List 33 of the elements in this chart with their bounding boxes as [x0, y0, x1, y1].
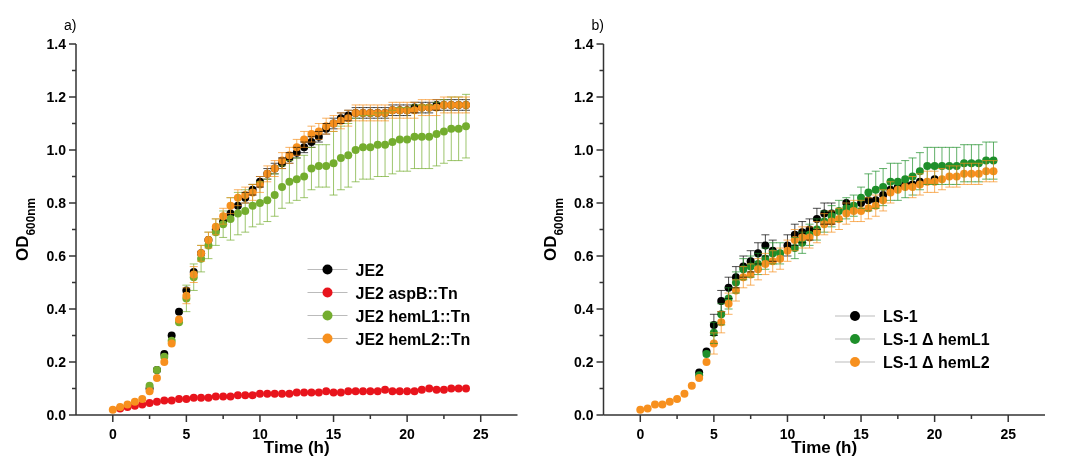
legend-label: LS-1 Δ hemL2: [883, 354, 990, 371]
y-tick-label: 0.0: [46, 407, 67, 423]
y-tick-label: 1.0: [46, 142, 67, 158]
x-tick-label: 0: [636, 426, 645, 442]
legend-label: JE2: [355, 261, 385, 279]
x-tick-label: 5: [709, 426, 718, 442]
x-tick-label: 20: [399, 426, 416, 442]
y-tick-label: 1.4: [574, 36, 594, 52]
y-tick-label: 1.2: [574, 89, 594, 105]
x-tick-label: 0: [108, 426, 117, 442]
legend-label: JE2 hemL2::Tn: [355, 330, 471, 348]
legend-label: LS-1: [883, 308, 918, 325]
chart-title: a): [64, 17, 77, 33]
legend-label: JE2 hemL1::Tn: [355, 307, 471, 325]
y-tick-label: 0.0: [574, 407, 594, 423]
x-tick-label: 5: [182, 426, 191, 442]
chart-title: b): [591, 17, 604, 33]
y-tick-label: 1.0: [574, 142, 594, 158]
y-tick-label: 0.6: [574, 248, 594, 264]
y-tick-label: 0.6: [46, 248, 67, 264]
x-tick-label: 25: [1000, 426, 1017, 442]
x-tick-label: 20: [926, 426, 943, 442]
x-tick-label: 25: [472, 426, 489, 442]
y-tick-label: 0.4: [46, 301, 67, 317]
y-tick-label: 0.8: [46, 195, 67, 211]
y-tick-label: 0.2: [46, 354, 67, 370]
y-tick-label: 0.4: [574, 301, 594, 317]
y-tick-label: 0.2: [574, 354, 594, 370]
y-tick-label: 1.4: [46, 36, 67, 52]
legend-label: JE2 aspB::Tn: [355, 284, 458, 302]
y-tick-label: 0.8: [574, 195, 594, 211]
legend-label: LS-1 Δ hemL1: [883, 331, 990, 348]
y-tick-label: 1.2: [46, 89, 67, 105]
